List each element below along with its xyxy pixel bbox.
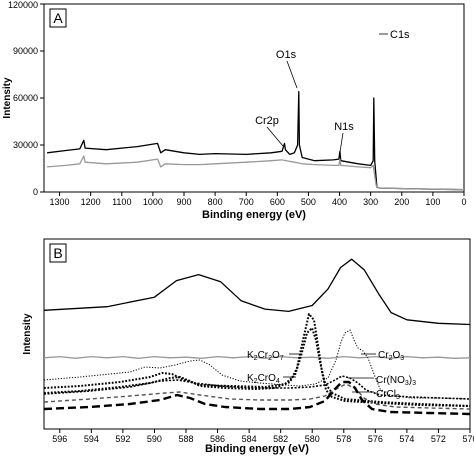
peak-label-c1s: C1s: [390, 29, 410, 41]
panel-a-y-tick-label: 60000: [13, 93, 38, 103]
panel-a-x-tick-label: 1100: [112, 197, 131, 207]
label-k2cr2o7: K2Cr2O7: [247, 350, 284, 362]
peak-label-o1s: O1s: [276, 49, 297, 61]
panel-a-x-tick-label: 1300: [50, 197, 70, 207]
peak-leader-cr2p: [266, 126, 284, 147]
panel-a-x-tick-label: 600: [270, 197, 285, 207]
panel-b-x-tick-label: 594: [84, 434, 99, 444]
panel-a-peak-labels: Cr2p O1s N1s C1s: [255, 29, 410, 153]
panel-a-y-axis-label: Intensity: [2, 77, 13, 119]
panel-b-y-axis-label: Intensity: [22, 313, 33, 355]
panel-a-x-tick-label: 500: [301, 197, 316, 207]
panel-a-y-tick-label: 90000: [13, 46, 38, 56]
panel-a-y-tick-label: 120000: [8, 0, 38, 10]
panel-b-x-tick-label: 584: [242, 434, 257, 444]
panel-a-label-box: [49, 8, 67, 28]
panel-b-series-line: [43, 355, 471, 359]
panel-a-x-tick-label: 900: [176, 197, 191, 207]
panel-b-series: [43, 258, 471, 359]
panel-b-reference-spectra: [43, 313, 471, 416]
panel-a-y-ticks: 0 30000 60000 90000 120000: [8, 0, 44, 197]
panel-b-series-line: [43, 258, 471, 326]
spectrum-crcl3: [43, 383, 471, 410]
panel-b-x-tick-label: 596: [52, 434, 67, 444]
panel-a-x-tick-label: 400: [332, 197, 347, 207]
peak-leader-o1s: [286, 60, 298, 89]
panel-b-compound-labels: K2Cr2O7 K2CrO4 Cr2O3 Cr(NO3)3 CrCl3: [247, 350, 416, 401]
spectrum-dashed-bold: [43, 380, 471, 416]
peak-label-n1s: N1s: [334, 121, 354, 133]
panel-a-label: A: [53, 10, 63, 26]
panel-a-x-tick-label: 1000: [143, 197, 163, 207]
label-k2cro4: K2CrO4: [247, 373, 280, 385]
panel-b-x-tick-label: 570: [462, 434, 474, 444]
panel-b-frame: [43, 238, 471, 430]
panel-b-x-tick-label: 574: [399, 434, 414, 444]
panel-b-x-tick-label: 582: [273, 434, 288, 444]
panel-a: A 0 30000 60000 90000 120000 1300 1200 110…: [2, 0, 467, 221]
panel-b-x-axis-label: Binding energy (eV): [205, 443, 309, 455]
panel-b-x-tick-label: 572: [431, 434, 446, 444]
panel-a-x-tick-label: 0: [461, 197, 466, 207]
panel-b: B 596 594 592 590 588 586 584 582 580 578 576 574 57…: [22, 238, 474, 455]
panel-a-y-tick-label: 0: [33, 187, 38, 197]
panel-a-x-tick-label: 300: [363, 197, 378, 207]
panel-b-x-ticks: 596 594 592 590 588 586 584 582 580 578 576 574 572 5…: [52, 429, 474, 444]
panel-b-x-tick-label: 576: [368, 434, 383, 444]
panel-a-x-tick-label: 1200: [81, 197, 101, 207]
label-cr-no3-3: Cr(NO3)3: [376, 375, 416, 387]
label-crcl3: CrCl3: [376, 389, 400, 401]
panel-b-x-tick-label: 578: [336, 434, 351, 444]
panel-a-x-tick-label: 200: [394, 197, 409, 207]
panel-a-x-axis-label: Binding energy (eV): [202, 209, 306, 221]
panel-b-x-tick-label: 580: [305, 434, 320, 444]
spectrum-k2cr2o7: [43, 313, 471, 407]
spectrum-cr2o3: [43, 329, 471, 400]
panel-b-x-tick-label: 592: [115, 434, 130, 444]
label-cr2o3: Cr2O3: [378, 350, 404, 362]
panel-b-x-tick-label: 588: [178, 434, 193, 444]
panel-b-x-tick-label: 590: [147, 434, 162, 444]
panel-b-label: B: [53, 245, 62, 261]
spectrum-cr-no3-3: [43, 375, 471, 400]
panel-a-x-tick-label: 800: [208, 197, 223, 207]
panel-a-x-tick-label: 700: [239, 197, 254, 207]
panel-a-series-line: [47, 155, 465, 191]
panel-a-series: [47, 91, 465, 191]
peak-label-cr2p: Cr2p: [255, 115, 279, 127]
peak-leader-n1s: [339, 132, 344, 153]
panel-a-x-ticks: 1300 1200 1100 1000 900 800 700 600 500 400 300 200…: [50, 192, 467, 207]
panel-a-series-line: [47, 91, 465, 191]
panel-b-x-tick-label: 586: [210, 434, 225, 444]
spectrum-k2cro4: [43, 327, 471, 407]
panel-a-x-tick-label: 100: [425, 197, 440, 207]
panel-b-label-box: [49, 243, 67, 263]
panel-a-y-tick-label: 30000: [13, 140, 38, 150]
